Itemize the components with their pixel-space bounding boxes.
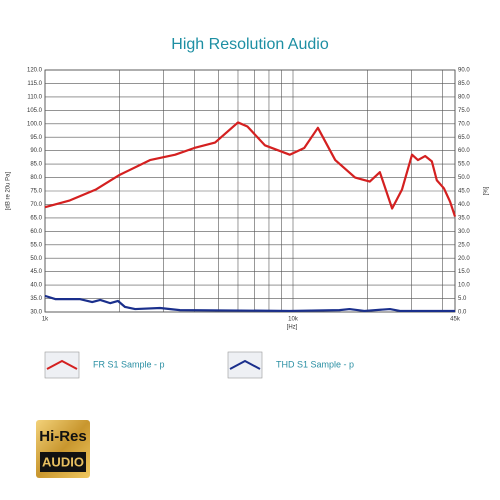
- y-axis-label: [dB re 20u Pa]: [6, 171, 12, 210]
- y2-tick-label: 35.0: [458, 215, 470, 221]
- logo-text: Hi-Res: [39, 428, 87, 445]
- y2-axis-label: [%]: [484, 186, 490, 195]
- y-tick-label: 90.0: [30, 148, 42, 154]
- legend-swatch-line: [46, 359, 78, 370]
- plot-area: 30.0 35.0 40.0 45.0 50.0 55.0 60.0 65.0 70.0 75.0…: [27, 68, 470, 323]
- legend-swatch: [44, 351, 80, 379]
- y-tick-label: 75.0: [30, 189, 42, 195]
- x-tick-label: 10k: [288, 317, 299, 323]
- y2-tick-label: 25.0: [458, 242, 470, 248]
- legend-swatch-line: [229, 359, 261, 370]
- x-tick-label: 1k: [42, 317, 49, 323]
- y2-tick-label: 65.0: [458, 135, 470, 141]
- x-axis-label: [Hz]: [287, 325, 298, 331]
- logo-text: AUDIO: [42, 454, 84, 469]
- y-tick-label: 35.0: [30, 296, 42, 302]
- y2-tick-label: 90.0: [458, 68, 470, 74]
- y-tick-label: 105.0: [27, 108, 43, 114]
- y2-tick-label: 45.0: [458, 189, 470, 195]
- y-tick-label: 100.0: [27, 121, 43, 127]
- y2-tick-label: 40.0: [458, 202, 470, 208]
- y2-tick-label: 55.0: [458, 162, 470, 168]
- y-tick-label: 95.0: [30, 135, 42, 141]
- y-tick-label: 45.0: [30, 269, 42, 275]
- y2-tick-label: 80.0: [458, 94, 470, 100]
- legend-swatch: [227, 351, 263, 379]
- y2-tick-label: 50.0: [458, 175, 470, 181]
- y2-tick-label: 30.0: [458, 229, 470, 235]
- logo-band: [40, 452, 86, 472]
- chart-title: High Resolution Audio: [171, 36, 329, 53]
- data-line: [44, 121, 457, 217]
- y-tick-label: 55.0: [30, 242, 42, 248]
- y2-tick-label: 0.0: [458, 310, 467, 316]
- y2-tick-label: 10.0: [458, 283, 470, 289]
- x-tick-label: 45k: [450, 317, 461, 323]
- legend: FR S1 Sample - p THD S1 Sample - p: [44, 351, 354, 379]
- y2-tick-label: 5.0: [458, 296, 467, 302]
- y2-tick-label: 20.0: [458, 256, 470, 262]
- y-tick-label: 115.0: [27, 81, 42, 87]
- y-tick-label: 65.0: [30, 215, 42, 221]
- legend-label: THD S1 Sample - p: [276, 359, 354, 369]
- y2-tick-label: 75.0: [458, 108, 470, 114]
- y-tick-label: 85.0: [30, 162, 42, 168]
- y2-tick-label: 60.0: [458, 148, 470, 154]
- y-tick-label: 50.0: [30, 256, 42, 262]
- y-tick-label: 70.0: [30, 202, 42, 208]
- y-tick-label: 120.0: [27, 68, 43, 74]
- y-tick-label: 110.0: [27, 94, 42, 100]
- y2-tick-label: 70.0: [458, 121, 470, 127]
- y-tick-label: 60.0: [30, 229, 42, 235]
- data-line: [44, 294, 455, 313]
- y-tick-label: 30.0: [30, 310, 42, 316]
- y-tick-label: 40.0: [30, 283, 42, 289]
- legend-label: FR S1 Sample - p: [93, 359, 165, 369]
- y-tick-label: 80.0: [30, 175, 42, 181]
- y2-tick-label: 15.0: [458, 269, 470, 275]
- y2-tick-label: 85.0: [458, 81, 470, 87]
- hi-res-logo: Hi-Res AUDIO: [36, 420, 90, 478]
